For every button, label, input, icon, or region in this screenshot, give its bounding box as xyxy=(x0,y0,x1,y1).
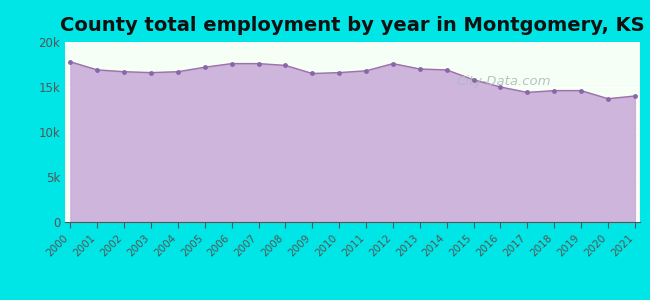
Title: County total employment by year in Montgomery, KS: County total employment by year in Montg… xyxy=(60,16,645,35)
Text: City-Data.com: City-Data.com xyxy=(456,75,551,88)
